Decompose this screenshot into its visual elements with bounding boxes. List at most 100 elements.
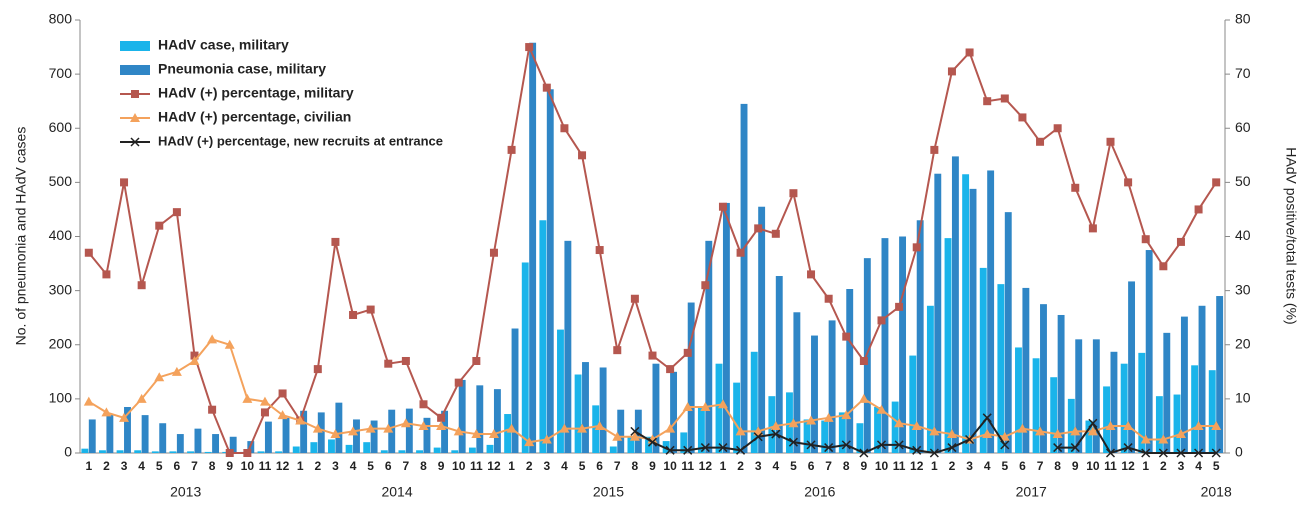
bar xyxy=(546,89,554,453)
x-tick-label: 2 xyxy=(737,459,744,473)
y-tick-label: 300 xyxy=(49,281,73,297)
x-tick-label: 4 xyxy=(350,459,357,473)
marker xyxy=(1159,262,1168,271)
x-tick-label: 1 xyxy=(1142,459,1149,473)
x-tick-label: 2 xyxy=(949,459,956,473)
bar xyxy=(159,423,167,453)
marker xyxy=(419,400,428,409)
x-tick-label: 4 xyxy=(138,459,145,473)
x-tick-label: 8 xyxy=(632,459,639,473)
legend-label: Pneumonia case, military xyxy=(158,61,326,77)
marker xyxy=(859,448,869,458)
bar xyxy=(786,392,793,453)
bar xyxy=(451,450,459,453)
x-tick-label: 4 xyxy=(561,459,568,473)
marker xyxy=(242,393,253,403)
marker xyxy=(577,423,588,433)
bar xyxy=(680,432,688,453)
marker xyxy=(700,443,710,453)
bar xyxy=(1085,420,1093,453)
marker xyxy=(101,407,112,417)
marker xyxy=(1105,448,1116,458)
bar xyxy=(1057,314,1065,453)
bar xyxy=(891,401,899,453)
bar xyxy=(934,173,942,453)
marker xyxy=(1000,94,1009,103)
y2-tick-label: 0 xyxy=(1235,444,1243,460)
marker xyxy=(119,412,130,422)
marker xyxy=(131,90,139,98)
x-tick-label: 4 xyxy=(984,459,991,473)
y2-tick-label: 50 xyxy=(1235,173,1251,189)
y2-tick-label: 20 xyxy=(1235,335,1251,351)
marker xyxy=(1123,420,1134,430)
x-tick-label: 9 xyxy=(1072,459,1079,473)
marker xyxy=(824,294,833,303)
bar xyxy=(1110,351,1118,453)
bar xyxy=(951,156,959,453)
x-tick-label: 9 xyxy=(438,459,445,473)
marker xyxy=(1123,443,1133,453)
bar xyxy=(416,450,423,453)
marker xyxy=(1000,440,1010,450)
bar xyxy=(194,428,202,453)
x-tick-label: 12 xyxy=(276,459,290,473)
bar xyxy=(1015,347,1022,453)
marker xyxy=(1140,434,1151,444)
marker xyxy=(225,449,234,457)
y-tick-label: 100 xyxy=(49,390,73,406)
marker xyxy=(120,178,129,187)
bar xyxy=(863,258,871,453)
marker xyxy=(436,420,447,430)
bar xyxy=(1173,394,1181,453)
x-tick-label: 6 xyxy=(596,459,603,473)
x-tick-label: 10 xyxy=(241,459,255,473)
bar xyxy=(99,450,106,453)
bar xyxy=(1208,370,1216,453)
marker xyxy=(735,426,746,436)
bar xyxy=(803,419,811,453)
bar xyxy=(1032,358,1040,453)
marker xyxy=(807,270,816,279)
x-tick-label: 8 xyxy=(1054,459,1061,473)
marker xyxy=(330,429,341,439)
bar xyxy=(627,436,635,453)
marker xyxy=(1035,426,1046,436)
bar xyxy=(564,240,572,453)
marker xyxy=(947,67,956,76)
year-label: 2013 xyxy=(170,484,201,500)
marker xyxy=(1194,205,1203,214)
marker xyxy=(876,404,887,414)
bar xyxy=(1145,250,1153,453)
bar xyxy=(916,220,924,453)
y2-axis-label: HAdV positive/total tests (%) xyxy=(1283,147,1299,324)
bar xyxy=(1138,352,1146,453)
marker xyxy=(771,229,780,238)
marker xyxy=(630,426,640,436)
x-tick-label: 10 xyxy=(1086,459,1100,473)
bar xyxy=(634,409,642,453)
marker xyxy=(489,248,498,257)
marker xyxy=(136,393,147,403)
bar xyxy=(275,451,283,453)
marker xyxy=(1017,423,1028,433)
bar xyxy=(1103,386,1110,453)
bar xyxy=(529,42,537,454)
marker xyxy=(701,281,710,290)
bar xyxy=(511,328,519,453)
bar xyxy=(775,276,783,453)
marker xyxy=(770,420,781,430)
marker xyxy=(366,305,375,314)
marker xyxy=(277,410,288,420)
bar xyxy=(493,389,501,453)
marker xyxy=(717,399,728,409)
bar xyxy=(705,240,713,453)
bar xyxy=(758,206,766,453)
marker xyxy=(154,372,165,382)
marker xyxy=(824,443,834,453)
y2-tick-label: 30 xyxy=(1235,281,1251,297)
bar xyxy=(116,450,124,453)
marker xyxy=(1105,420,1116,430)
bar xyxy=(405,408,413,453)
bar xyxy=(811,335,818,453)
